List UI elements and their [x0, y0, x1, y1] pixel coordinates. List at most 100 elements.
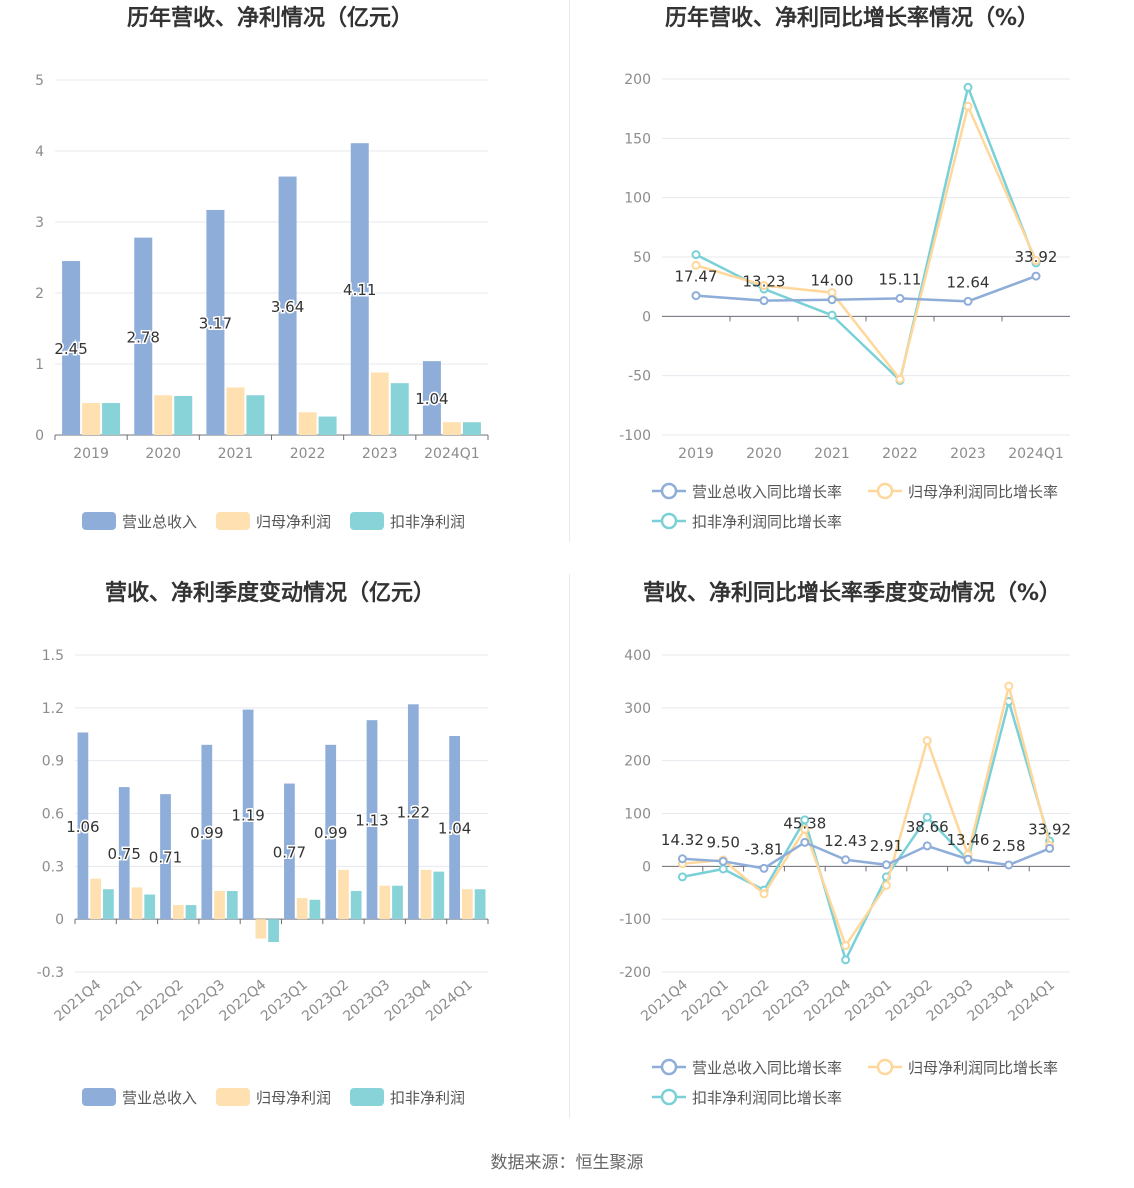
bar-deducted-profit [103, 889, 114, 920]
series-line-revenue [695, 274, 1037, 303]
data-label: 38.66 [906, 818, 949, 836]
data-label: 1.04 [438, 820, 471, 838]
bar-net-profit [82, 403, 101, 435]
bar-revenue [242, 709, 254, 920]
series-point [677, 854, 687, 864]
x-tick-label: 2024Q1 [424, 446, 480, 462]
data-label: 4.11 [343, 281, 376, 299]
bar-revenue [278, 176, 297, 435]
series-point [963, 82, 973, 92]
y-tick-label: 2 [35, 286, 44, 302]
y-tick-label: 1.2 [42, 701, 64, 717]
quarterly-growth-rate-chart: 营收、净利同比增长率季度变动情况（%） -200 -100 0 100 200 300 400… [572, 574, 1134, 1119]
bar-revenue [77, 732, 89, 920]
series-point [841, 855, 851, 865]
bar-revenue [325, 744, 337, 920]
bar-revenue [160, 794, 171, 920]
data-label: 1.22 [397, 804, 430, 822]
legend-label: 营业总收入 [122, 1089, 197, 1107]
legend-label: 扣非净利润同比增长率 [692, 1089, 842, 1107]
bar-net-profit [420, 869, 432, 920]
y-tick-label: 0 [642, 309, 651, 325]
bar-revenue [62, 261, 81, 435]
series-line-revenue [682, 840, 1051, 870]
legend-marker [876, 1058, 894, 1076]
bar-revenue [407, 704, 419, 920]
series-line-net-profit [682, 685, 1051, 949]
bar-net-profit [131, 887, 143, 920]
series-point [759, 863, 769, 873]
y-tick-label: 200 [624, 754, 651, 770]
data-label: 9.50 [706, 833, 739, 851]
data-label: 13.23 [743, 273, 786, 291]
legend-label: 归母净利润 [256, 513, 331, 531]
x-tick-label: 2020 [145, 446, 181, 462]
y-tick-label: 300 [624, 701, 651, 717]
x-tick-label: 2023 [950, 446, 986, 462]
x-tick-label: 2021 [218, 446, 254, 462]
series-point [963, 854, 973, 864]
x-tick-label: 2019 [678, 446, 714, 462]
chart-title: 营收、净利同比增长率季度变动情况（%） [643, 580, 1061, 606]
data-label: 2.45 [54, 340, 87, 358]
y-tick-label: 0 [642, 859, 651, 875]
data-label: 33.92 [1028, 820, 1071, 838]
series-point [691, 260, 701, 270]
y-tick-label: 1 [35, 357, 44, 373]
series-point [1031, 256, 1041, 266]
legend-marker [660, 1058, 678, 1076]
legend-label: 归母净利润 [256, 1089, 331, 1107]
y-tick-label: 0.3 [42, 859, 64, 875]
series-line-deducted-profit [682, 696, 1051, 964]
vertical-divider-top [569, 0, 570, 542]
data-label: 12.64 [947, 273, 990, 291]
legend-swatch [82, 1088, 116, 1106]
bar-revenue [422, 361, 441, 435]
bar-revenue [206, 209, 225, 435]
vertical-divider-bottom [569, 574, 570, 1118]
series-point [895, 293, 905, 303]
series-point [718, 856, 728, 866]
data-label: 1.19 [231, 806, 264, 824]
y-tick-label: 0.9 [42, 754, 64, 770]
bar-net-profit [379, 885, 391, 920]
bar-revenue [201, 744, 213, 920]
bar-deducted-profit [185, 905, 197, 920]
x-tick-label: 2024Q1 [423, 977, 476, 1025]
y-tick-label: -100 [619, 428, 651, 444]
data-source-note: 数据来源：恒生聚源 [490, 1153, 644, 1173]
data-label: 33.92 [1015, 248, 1058, 266]
legend-swatch [82, 512, 116, 530]
data-label: 0.77 [273, 843, 306, 861]
series-point [800, 837, 810, 847]
y-tick-label: 1.5 [42, 648, 64, 664]
series-point [922, 841, 932, 851]
data-label: 1.06 [66, 818, 99, 836]
bar-deducted-profit [309, 899, 321, 920]
y-tick-label: 100 [624, 807, 651, 823]
chart-svg: 营收、净利同比增长率季度变动情况（%） -200 -100 0 100 200 300 400… [619, 580, 1071, 1107]
series-point [827, 295, 837, 305]
y-tick-label: 0 [55, 912, 64, 928]
y-tick-label: 400 [624, 648, 651, 664]
bar-deducted-profit [318, 416, 337, 435]
y-tick-label: 0 [35, 428, 44, 444]
series-point [1031, 271, 1041, 281]
series-point [691, 291, 701, 301]
y-tick-label: 50 [633, 250, 651, 266]
legend-marker [660, 482, 678, 500]
legend-swatch [350, 1088, 384, 1106]
legend-label: 归母净利润同比增长率 [908, 483, 1058, 501]
bar-deducted-profit [102, 403, 121, 435]
series-point [718, 864, 728, 874]
bar-net-profit [370, 372, 389, 435]
bar-revenue [284, 783, 295, 920]
bar-deducted-profit [144, 894, 156, 920]
series-point [1045, 843, 1055, 853]
x-tick-label: 2024Q1 [1008, 446, 1064, 462]
y-tick-label: -50 [628, 369, 651, 385]
data-label: 2.58 [992, 837, 1025, 855]
legend-marker [660, 1088, 678, 1106]
series-point [800, 824, 810, 834]
chart-title: 历年营收、净利情况（亿元） [127, 5, 413, 31]
